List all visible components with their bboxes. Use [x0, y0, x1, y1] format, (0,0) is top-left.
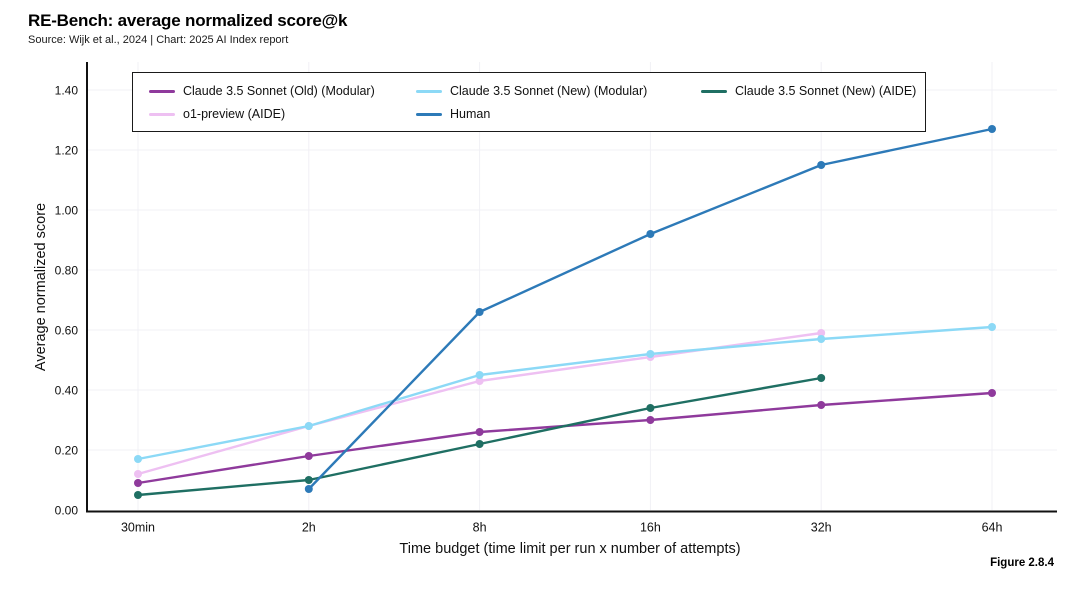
chart-subtitle: Source: Wijk et al., 2024 | Chart: 2025 …: [28, 34, 289, 47]
y-tick-label: 0.80: [55, 264, 79, 278]
figure-number-label: Figure 2.8.4: [990, 557, 1054, 569]
x-tick-label: 64h: [982, 521, 1003, 535]
data-point-o1-preview-aide: [475, 377, 484, 385]
chart-title: RE-Bench: average normalized score@k: [28, 11, 348, 30]
y-tick-label: 0.40: [55, 384, 79, 398]
legend-swatch-o1-preview-aide: [149, 112, 175, 116]
data-point-claude-3-5-sonnet-new-modular: [475, 371, 484, 379]
x-tick-label: 32h: [811, 521, 832, 535]
data-point-claude-3-5-sonnet-new-modular: [646, 350, 655, 358]
data-point-human: [988, 125, 996, 133]
y-tick-label: 1.00: [55, 204, 79, 218]
y-tick-label: 1.20: [55, 144, 79, 158]
data-point-human: [475, 308, 484, 316]
legend-item-claude-3-5-sonnet-new-modular: Claude 3.5 Sonnet (New) (Modular): [416, 84, 701, 98]
data-point-o1-preview-aide: [817, 329, 826, 337]
y-tick-label: 0.20: [55, 444, 79, 458]
x-axis-title: Time budget (time limit per run x number…: [399, 541, 740, 557]
chart-header: RE-Bench: average normalized score@k Sou…: [28, 10, 347, 46]
y-tick-label: 0.00: [55, 504, 79, 518]
data-point-claude-3-5-sonnet-new-aide: [817, 374, 826, 382]
legend-swatch-claude-3-5-sonnet-new-aide: [701, 89, 727, 93]
x-tick-label: 2h: [302, 521, 316, 535]
data-point-human: [817, 161, 826, 169]
x-tick-label: 30min: [121, 521, 155, 535]
data-point-o1-preview-aide: [134, 470, 142, 478]
legend-label-o1-preview-aide: o1-preview (AIDE): [183, 107, 286, 121]
series-line-claude-3-5-sonnet-new-modular: [136, 325, 994, 461]
data-point-claude-3-5-sonnet-old-modular: [988, 389, 996, 397]
y-tick-label: 1.40: [55, 84, 79, 98]
legend-label-claude-3-5-sonnet-new-aide: Claude 3.5 Sonnet (New) (AIDE): [735, 84, 917, 98]
data-point-claude-3-5-sonnet-new-aide: [304, 476, 313, 484]
data-point-claude-3-5-sonnet-old-modular: [134, 479, 142, 487]
legend-item-o1-preview-aide: o1-preview (AIDE): [149, 107, 416, 121]
legend-item-human: Human: [416, 107, 701, 121]
data-point-claude-3-5-sonnet-old-modular: [817, 401, 826, 409]
legend-item-claude-3-5-sonnet-new-aide: Claude 3.5 Sonnet (New) (AIDE): [701, 84, 916, 98]
legend-swatch-claude-3-5-sonnet-old-modular: [149, 89, 175, 93]
data-point-claude-3-5-sonnet-new-modular: [988, 323, 996, 331]
legend-label-claude-3-5-sonnet-new-modular: Claude 3.5 Sonnet (New) (Modular): [450, 84, 648, 98]
data-point-claude-3-5-sonnet-new-aide: [475, 440, 484, 448]
data-point-claude-3-5-sonnet-old-modular: [646, 416, 655, 424]
data-point-claude-3-5-sonnet-new-aide: [646, 404, 655, 412]
data-point-claude-3-5-sonnet-new-modular: [817, 335, 826, 343]
data-point-claude-3-5-sonnet-old-modular: [475, 428, 484, 436]
legend-item-claude-3-5-sonnet-old-modular: Claude 3.5 Sonnet (Old) (Modular): [149, 84, 416, 98]
data-point-claude-3-5-sonnet-old-modular: [304, 452, 313, 460]
legend-label-human: Human: [450, 107, 491, 121]
x-tick-label: 16h: [640, 521, 661, 535]
data-point-human: [304, 485, 313, 493]
legend-label-claude-3-5-sonnet-old-modular: Claude 3.5 Sonnet (Old) (Modular): [183, 84, 375, 98]
data-point-claude-3-5-sonnet-new-modular: [304, 422, 313, 430]
data-point-claude-3-5-sonnet-new-aide: [134, 491, 142, 499]
y-tick-label: 0.60: [55, 324, 79, 338]
y-axis-title: Average normalized score: [33, 203, 49, 371]
legend-swatch-claude-3-5-sonnet-new-modular: [416, 89, 442, 93]
legend-swatch-human: [416, 112, 442, 116]
data-point-claude-3-5-sonnet-new-modular: [134, 455, 142, 463]
x-tick-label: 8h: [473, 521, 487, 535]
chart-legend: Claude 3.5 Sonnet (Old) (Modular) Claude …: [132, 72, 926, 132]
data-point-human: [646, 230, 655, 238]
